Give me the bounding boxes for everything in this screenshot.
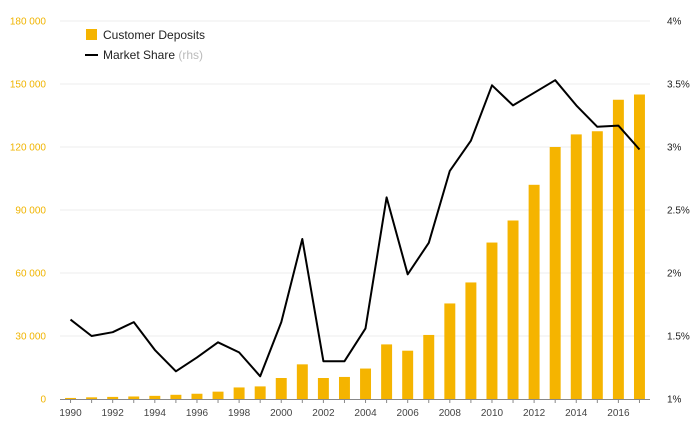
y-left-tick-label: 180 000	[10, 17, 47, 28]
bar-2003	[338, 376, 350, 399]
x-tick-label: 2006	[397, 408, 420, 419]
bar-1997	[212, 391, 224, 399]
y-axis-right: 1% 1.5% 2% 2.5% 3% 3.5% 4%	[667, 17, 690, 406]
legend: Customer Deposits Market Share (rhs)	[85, 28, 205, 62]
y-left-tick-label: 60 000	[15, 269, 46, 280]
deposits-bars	[65, 94, 645, 399]
x-tick-label: 2010	[481, 408, 504, 419]
y-right-tick-label: 1.5%	[667, 332, 690, 343]
bar-2016	[612, 99, 624, 399]
bar-2013	[549, 147, 561, 399]
bar-1995	[170, 394, 182, 399]
x-tick-label: 1996	[186, 408, 209, 419]
bar-2005	[381, 344, 393, 399]
legend-label-deposits: Customer Deposits	[103, 28, 205, 42]
bar-2007	[423, 334, 435, 399]
x-tick-label: 2016	[607, 408, 630, 419]
legend-label-market-share-suffix: (rhs)	[178, 48, 203, 62]
x-tick-label: 2014	[565, 408, 588, 419]
x-tick-label: 1998	[228, 408, 251, 419]
y-left-tick-label: 90 000	[15, 206, 46, 217]
legend-label-market-share-name: Market Share	[103, 48, 175, 62]
market-share-line-group	[69, 79, 641, 378]
x-tick-label: 1992	[102, 408, 125, 419]
x-tick-label: 2004	[354, 408, 377, 419]
y-right-tick-label: 3.5%	[667, 80, 690, 91]
x-tick-label: 1990	[59, 408, 82, 419]
x-tick-label: 2000	[270, 408, 293, 419]
bar-2008	[444, 303, 456, 399]
x-tick-label: 2002	[312, 408, 335, 419]
bar-2009	[465, 282, 477, 399]
bar-2012	[528, 184, 540, 399]
bar-2017	[633, 94, 645, 399]
y-left-tick-label: 150 000	[10, 80, 47, 91]
bar-1990	[65, 397, 77, 399]
x-tick-label: 2008	[439, 408, 462, 419]
legend-swatch-deposits	[86, 29, 97, 40]
bar-2002	[317, 378, 329, 399]
bar-1999	[254, 386, 266, 399]
legend-label-market-share: Market Share (rhs)	[103, 48, 203, 62]
bar-2006	[402, 350, 414, 399]
x-axis: 1990 1992 1994 1996 1998 2000 2002 2004 2006 2008…	[59, 399, 650, 419]
y-left-tick-label: 30 000	[15, 332, 46, 343]
y-right-tick-label: 2%	[667, 269, 682, 280]
bar-2015	[591, 131, 603, 399]
bar-1996	[191, 393, 203, 399]
bar-2001	[296, 364, 308, 399]
bar-2014	[570, 134, 582, 399]
y-right-tick-label: 3%	[667, 143, 682, 154]
bar-1994	[149, 395, 161, 399]
gridlines	[60, 20, 650, 337]
y-right-tick-label: 1%	[667, 395, 682, 406]
y-axis-left: 0 30 000 60 000 90 000 120 000 150 000 180 000	[10, 17, 47, 406]
bar-2004	[360, 368, 372, 399]
y-right-tick-label: 2.5%	[667, 206, 690, 217]
bar-1993	[128, 396, 140, 399]
y-left-tick-label: 120 000	[10, 143, 47, 154]
bar-2000	[275, 378, 287, 399]
market-share-line	[69, 79, 641, 378]
bar-2010	[486, 242, 498, 399]
bar-2011	[507, 220, 519, 399]
bar-1991	[86, 397, 98, 399]
x-tick-label: 2012	[523, 408, 546, 419]
x-tick-label: 1994	[144, 408, 167, 419]
y-left-tick-label: 0	[40, 395, 46, 406]
bar-1992	[107, 396, 119, 399]
y-right-tick-label: 4%	[667, 17, 682, 28]
bar-1998	[233, 387, 245, 399]
